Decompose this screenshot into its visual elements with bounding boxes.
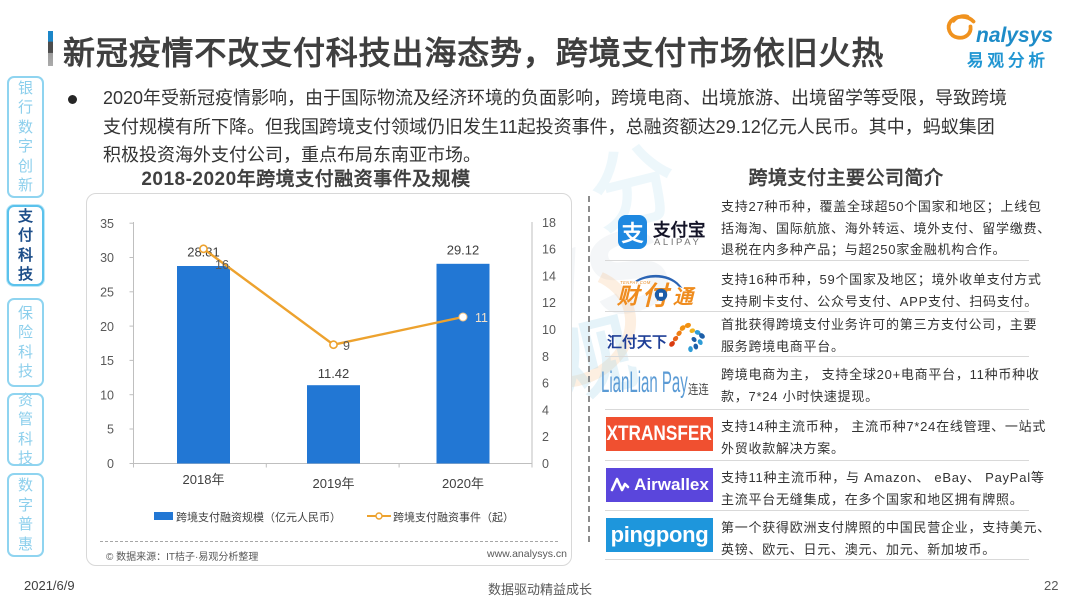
svg-text:10: 10 — [100, 388, 114, 402]
svg-text:15: 15 — [100, 354, 114, 368]
svg-text:2: 2 — [542, 430, 549, 444]
svg-text:2019年: 2019年 — [313, 476, 355, 491]
svg-text:0: 0 — [107, 457, 114, 471]
svg-text:2018年: 2018年 — [183, 472, 225, 487]
svg-text:TENPAY.COM: TENPAY.COM — [620, 280, 651, 285]
svg-text:通: 通 — [673, 287, 696, 309]
svg-text:9: 9 — [343, 339, 350, 353]
svg-text:30: 30 — [100, 251, 114, 265]
svg-text:6: 6 — [542, 377, 549, 391]
svg-text:10: 10 — [542, 323, 556, 337]
svg-text:8: 8 — [542, 350, 549, 364]
svg-text:财: 财 — [616, 284, 643, 309]
svg-text:易观分析: 易观分析 — [967, 50, 1049, 70]
svg-text:18: 18 — [542, 216, 556, 230]
svg-text:4: 4 — [542, 403, 549, 417]
svg-text:5: 5 — [107, 423, 114, 437]
svg-text:35: 35 — [100, 217, 114, 231]
svg-text:29.12: 29.12 — [447, 243, 480, 258]
svg-text:nalysys: nalysys — [976, 24, 1053, 47]
svg-text:12: 12 — [542, 296, 556, 310]
svg-text:14: 14 — [542, 269, 556, 283]
svg-text:20: 20 — [100, 320, 114, 334]
svg-text:16: 16 — [215, 258, 229, 272]
svg-text:2020年: 2020年 — [442, 476, 484, 491]
svg-text:16: 16 — [542, 243, 556, 257]
svg-text:25: 25 — [100, 286, 114, 300]
svg-text:0: 0 — [542, 457, 549, 471]
svg-text:11.42: 11.42 — [318, 366, 350, 381]
svg-text:11: 11 — [475, 311, 488, 325]
